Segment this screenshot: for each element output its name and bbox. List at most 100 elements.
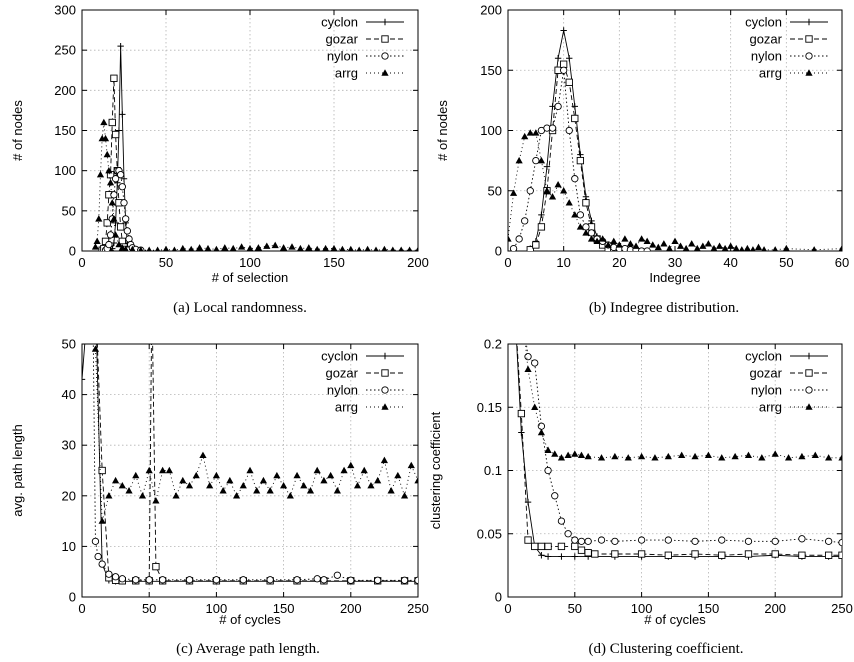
data-point-gozar: [691, 550, 699, 558]
data-point-nylon: [90, 290, 96, 296]
data-point-nylon: [111, 573, 120, 581]
data-point-nylon: [557, 517, 566, 525]
data-point-arrg: [320, 476, 328, 484]
data-point-gozar: [517, 409, 526, 418]
legend-label-nylon: nylon: [751, 49, 782, 64]
data-point-arrg: [280, 244, 288, 251]
y-tick-label: 0.2: [484, 337, 502, 352]
legend-marker-nylon: [805, 52, 813, 60]
data-point-arrg: [322, 244, 330, 251]
data-point-arrg: [691, 452, 699, 460]
data-point-arrg: [106, 179, 115, 186]
legend-marker-cyclon: [805, 352, 813, 360]
data-point-nylon: [526, 187, 534, 195]
x-tick-label: 50: [779, 255, 793, 270]
data-point-arrg: [624, 454, 632, 461]
chart-caption: (a) Local randomness.: [173, 300, 307, 316]
data-point-arrg: [125, 487, 133, 494]
data-point-arrg: [521, 132, 529, 140]
y-tick-label: 200: [480, 3, 502, 18]
data-point-nylon: [691, 537, 699, 545]
data-point-arrg: [718, 454, 726, 461]
legend-marker-cyclon: [805, 18, 813, 26]
data-point-arrg: [524, 365, 532, 372]
data-point-arrg: [732, 244, 740, 251]
data-point-cyclon: [571, 553, 578, 560]
series-line-gozar: [516, 344, 842, 556]
legend-label-cyclon: cyclon: [321, 349, 358, 364]
data-point-nylon: [158, 576, 167, 584]
data-point-arrg: [115, 240, 123, 248]
data-point-arrg: [772, 246, 778, 251]
plot-area: [516, 344, 842, 560]
data-point-cyclon: [577, 151, 584, 158]
data-point-gozar: [591, 550, 599, 558]
data-point-arrg: [112, 476, 120, 484]
data-point-nylon: [185, 576, 194, 584]
data-point-nylon: [333, 571, 342, 579]
data-point-arrg: [678, 451, 686, 459]
data-point-nylon: [571, 536, 579, 544]
data-point-arrg: [771, 450, 779, 457]
data-point-gozar: [718, 551, 726, 559]
data-point-arrg: [305, 244, 313, 251]
data-point-arrg: [340, 466, 348, 474]
legend-label-arrg: arrg: [759, 66, 782, 81]
data-point-nylon: [515, 235, 523, 243]
data-point-nylon: [824, 537, 833, 545]
data-point-arrg: [221, 244, 229, 251]
data-point-arrg: [105, 166, 113, 174]
data-point-nylon: [347, 576, 355, 584]
data-point-gozar: [537, 542, 546, 551]
y-tick-label: 200: [54, 83, 76, 98]
legend-marker-cyclon: [381, 352, 389, 360]
data-point-arrg: [394, 471, 402, 479]
data-point-arrg: [784, 454, 793, 461]
data-point-cyclon: [566, 55, 573, 62]
data-point-arrg: [651, 454, 659, 461]
data-point-arrg: [643, 237, 651, 245]
data-point-nylon: [771, 537, 779, 545]
data-point-arrg: [374, 476, 382, 484]
data-point-arrg: [744, 451, 753, 459]
data-point-arrg: [246, 244, 254, 251]
data-point-arrg: [381, 245, 388, 251]
data-point-arrg: [273, 471, 281, 479]
data-point-gozar: [824, 551, 833, 559]
y-tick-label: 40: [62, 387, 76, 402]
x-axis-label: # of cycles: [219, 612, 281, 627]
legend-label-arrg: arrg: [759, 400, 782, 415]
data-point-arrg: [710, 244, 718, 251]
data-point-cyclon: [92, 290, 98, 296]
data-point-nylon: [313, 575, 321, 583]
data-point-gozar: [798, 551, 806, 559]
data-point-cyclon: [560, 27, 567, 34]
data-point-arrg: [387, 487, 395, 494]
data-point-nylon: [584, 537, 592, 545]
data-point-arrg: [188, 245, 195, 251]
series-line-gozar: [96, 344, 418, 582]
data-point-arrg: [704, 451, 712, 459]
data-point-arrg: [398, 246, 404, 251]
data-point-arrg: [280, 481, 288, 489]
plot-frame: [81, 343, 419, 598]
data-point-arrg: [138, 246, 144, 251]
data-point-arrg: [246, 466, 254, 474]
legend-marker-arrg: [381, 69, 389, 76]
data-point-nylon: [744, 537, 753, 545]
data-point-arrg: [271, 241, 279, 249]
legend-label-cyclon: cyclon: [745, 15, 782, 30]
data-point-nylon: [564, 530, 572, 538]
y-axis-label: # of nodes: [435, 100, 450, 161]
data-point-gozar: [526, 246, 534, 251]
y-tick-label: 150: [54, 123, 76, 138]
data-point-arrg: [229, 244, 237, 251]
data-point-arrg: [508, 235, 512, 242]
data-point-arrg: [226, 476, 234, 484]
data-point-nylon: [110, 191, 118, 199]
data-point-arrg: [118, 481, 126, 489]
data-point-gozar: [98, 466, 106, 475]
data-point-arrg: [159, 466, 167, 474]
data-point-cyclon: [554, 55, 562, 62]
data-point-arrg: [577, 451, 586, 459]
